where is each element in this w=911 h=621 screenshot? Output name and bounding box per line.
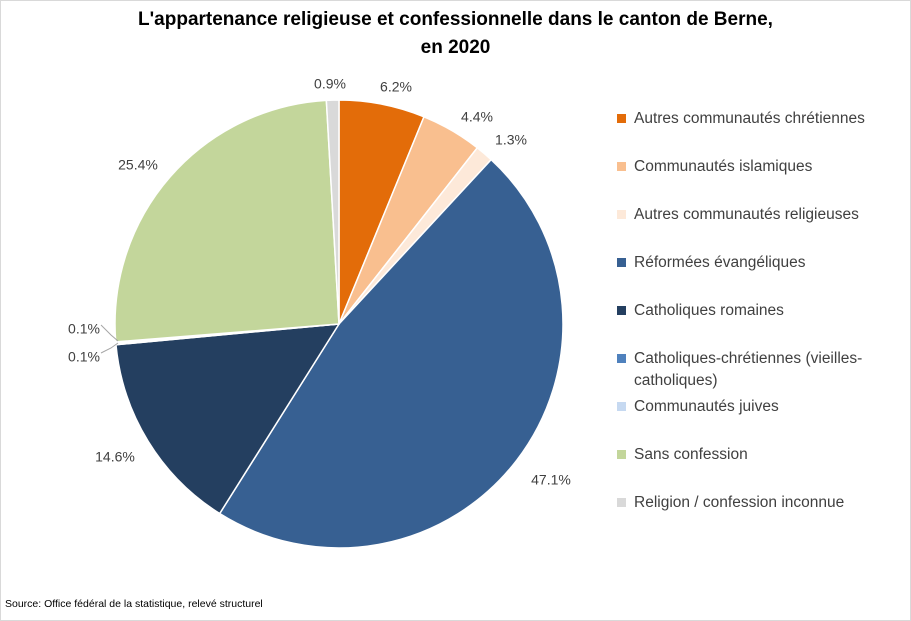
legend-item-8: Sans confession: [617, 444, 907, 466]
legend-label-2: Communautés islamiques: [634, 158, 813, 175]
legend-item-6: Catholiques-chrétiennes (vieilles-cathol…: [617, 348, 907, 392]
pie-slice-9: [325, 99, 340, 325]
data-label-2: 4.4%: [461, 109, 493, 125]
legend-item-3: Autres communautés religieuses: [617, 204, 907, 226]
legend-item-9: Religion / confession inconnue: [617, 492, 907, 514]
chart-title: L'appartenance religieuse et confessionn…: [0, 6, 911, 62]
legend-swatch-4: [617, 258, 626, 267]
data-label-5: 14.6%: [95, 449, 135, 465]
legend-label-9: Religion / confession inconnue: [634, 494, 845, 511]
legend-item-7: Communautés juives: [617, 396, 907, 418]
legend-label-5: Catholiques romaines: [634, 302, 784, 319]
data-label-1: 6.2%: [380, 79, 412, 95]
legend-label-6-line-2: catholiques): [634, 372, 718, 389]
data-label-3: 1.3%: [495, 132, 527, 148]
legend-label-6-line-1: Catholiques-chrétiennes (vieilles-: [634, 350, 863, 367]
data-labels: 6.2% 4.4%1.3% 47.1% 14.6% 0.1% 0.1% 25.4% 0.9%: [68, 76, 571, 488]
data-label-4: 47.1%: [531, 472, 571, 488]
data-label-9: 0.9%: [314, 76, 346, 92]
legend-label-3: Autres communautés religieuses: [634, 206, 859, 223]
legend-item-5: Catholiques romaines: [617, 300, 907, 322]
data-label-7: 0.1%: [68, 349, 100, 365]
legend-item-1: Autres communautés chrétiennes: [617, 108, 907, 130]
legend-swatch-3: [617, 210, 626, 219]
chart-title-line-1: L'appartenance religieuse et confessionn…: [138, 9, 773, 30]
legend-swatch-7: [617, 402, 626, 411]
data-label-8: 25.4%: [118, 157, 158, 173]
leader-line-6: [100, 324, 119, 342]
legend-label-8: Sans confession: [634, 446, 748, 463]
pie-slice-5: [115, 323, 341, 515]
pie-slices: [114, 99, 564, 549]
leader-line-7: [100, 342, 119, 354]
leader-lines: [100, 324, 119, 354]
legend-item-2: Communautés islamiques: [617, 156, 907, 178]
legend-label-4: Réformées évangéliques: [634, 254, 806, 271]
legend-swatch-9: [617, 498, 626, 507]
data-label-6: 0.1%: [68, 321, 100, 337]
legend-swatch-8: [617, 450, 626, 459]
legend-label-7: Communautés juives: [634, 398, 779, 415]
legend-item-4: Réformées évangéliques: [617, 252, 907, 274]
legend-swatch-6: [617, 354, 626, 363]
chart-title-line-2: en 2020: [420, 37, 491, 58]
source-note: Source: Office fédéral de la statistique…: [5, 598, 263, 610]
legend-swatch-1: [617, 114, 626, 123]
legend-swatch-2: [617, 162, 626, 171]
pie-slice-4: [218, 158, 564, 549]
pie-slice-8: [114, 99, 340, 343]
legend-label-1: Autres communautés chrétiennes: [634, 110, 865, 127]
legend-swatch-5: [617, 306, 626, 315]
